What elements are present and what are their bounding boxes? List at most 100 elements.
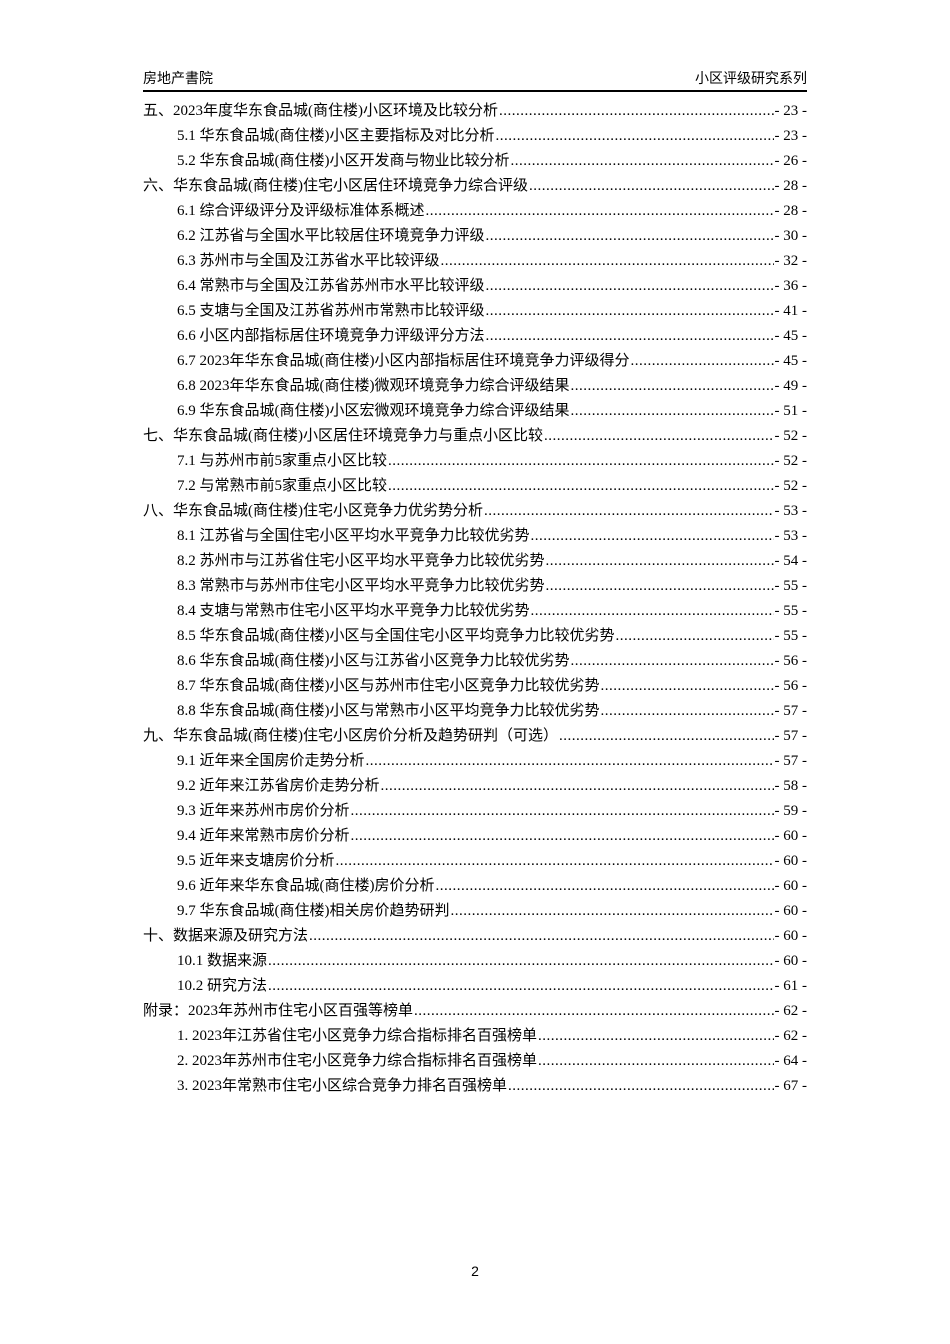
toc-entry-page: - 60 - [774,853,808,869]
toc-entry-page: - 28 - [774,178,808,194]
toc-entry-title: 10.1 数据来源 [177,953,268,969]
toc-entry[interactable]: 9.2 近年来江苏省房价走势分析 - 58 - [143,774,807,799]
toc-entry-title: 8.3 常熟市与苏州市住宅小区平均水平竞争力比较优劣势 [177,578,545,594]
dot-leader [546,549,774,574]
dot-leader [486,324,774,349]
toc-entry[interactable]: 9.5 近年来支塘房价分析 - 60 - [143,849,807,874]
toc-entry[interactable]: 10.2 研究方法 - 61 - [143,974,807,999]
toc-entry-title: 附录：2023年苏州市住宅小区百强等榜单 [143,1003,414,1019]
dot-leader [531,524,774,549]
toc-entry-title: 6.3 苏州市与全国及江苏省水平比较评级 [177,253,440,269]
toc-entry[interactable]: 十、数据来源及研究方法 - 60 - [143,924,807,949]
toc-entry-page: - 32 - [774,253,808,269]
toc-entry-page: - 36 - [774,278,808,294]
toc-entry[interactable]: 6.5 支塘与全国及江苏省苏州市常熟市比较评级 - 41 - [143,299,807,324]
toc-entry[interactable]: 8.5 华东食品城(商住楼)小区与全国住宅小区平均竞争力比较优劣势 - 55 - [143,624,807,649]
toc-entry[interactable]: 8.2 苏州市与江苏省住宅小区平均水平竞争力比较优劣势 - 54 - [143,549,807,574]
dot-leader [486,299,774,324]
toc-entry[interactable]: 1. 2023年江苏省住宅小区竞争力综合指标排名百强榜单 - 62 - [143,1024,807,1049]
toc-entry[interactable]: 6.3 苏州市与全国及江苏省水平比较评级 - 32 - [143,249,807,274]
toc-entry-page: - 41 - [774,303,808,319]
toc-entry-title: 1. 2023年江苏省住宅小区竞争力综合指标排名百强榜单 [177,1028,538,1044]
toc-entry[interactable]: 8.7 华东食品城(商住楼)小区与苏州市住宅小区竞争力比较优劣势 - 56 - [143,674,807,699]
dot-leader [616,624,774,649]
dot-leader [309,924,773,949]
toc-entry[interactable]: 6.6 小区内部指标居住环境竞争力评级评分方法 - 45 - [143,324,807,349]
toc-entry[interactable]: 9.3 近年来苏州市房价分析 - 59 - [143,799,807,824]
toc-entry[interactable]: 2. 2023年苏州市住宅小区竞争力综合指标排名百强榜单 - 64 - [143,1049,807,1074]
dot-leader [508,1074,773,1099]
toc-entry[interactable]: 8.8 华东食品城(商住楼)小区与常熟市小区平均竞争力比较优劣势 - 57 - [143,699,807,724]
toc-entry[interactable]: 附录：2023年苏州市住宅小区百强等榜单 - 62 - [143,999,807,1024]
toc-entry[interactable]: 3. 2023年常熟市住宅小区综合竞争力排名百强榜单 - 67 - [143,1074,807,1099]
toc-entry[interactable]: 5.2 华东食品城(商住楼)小区开发商与物业比较分析 - 26 - [143,149,807,174]
dot-leader [538,1024,773,1049]
dot-leader [571,649,774,674]
dot-leader [414,999,773,1024]
toc-entry-page: - 52 - [774,478,808,494]
toc-entry-page: - 60 - [774,878,808,894]
toc-entry-title: 6.1 综合评级评分及评级标准体系概述 [177,203,425,219]
toc-entry-title: 5.1 华东食品城(商住楼)小区主要指标及对比分析 [177,128,495,144]
page-number: 2 [471,1263,479,1279]
toc-entry[interactable]: 10.1 数据来源 - 60 - [143,949,807,974]
toc-entry-title: 6.2 江苏省与全国水平比较居住环境竞争力评级 [177,228,485,244]
toc-entry-page: - 30 - [774,228,808,244]
toc-entry[interactable]: 6.9 华东食品城(商住楼)小区宏微观环境竞争力综合评级结果 - 51 - [143,399,807,424]
header-publisher: 房地产書院 [143,70,213,86]
toc-entry-title: 9.5 近年来支塘房价分析 [177,853,335,869]
toc-entry[interactable]: 8.4 支塘与常熟市住宅小区平均水平竞争力比较优劣势 - 55 - [143,599,807,624]
toc-entry[interactable]: 五、2023年度华东食品城(商住楼)小区环境及比较分析 - 23 - [143,99,807,124]
toc-entry[interactable]: 5.1 华东食品城(商住楼)小区主要指标及对比分析 - 23 - [143,124,807,149]
toc-entry[interactable]: 8.1 江苏省与全国住宅小区平均水平竞争力比较优劣势 - 53 - [143,524,807,549]
toc-entry-title: 五、2023年度华东食品城(商住楼)小区环境及比较分析 [143,103,498,119]
dot-leader [499,99,774,124]
toc-entry-title: 6.8 2023年华东食品城(商住楼)微观环境竞争力综合评级结果 [177,378,570,394]
toc-entry[interactable]: 6.1 综合评级评分及评级标准体系概述 - 28 - [143,199,807,224]
toc-entry[interactable]: 6.8 2023年华东食品城(商住楼)微观环境竞争力综合评级结果 - 49 - [143,374,807,399]
toc-entry-title: 8.7 华东食品城(商住楼)小区与苏州市住宅小区竞争力比较优劣势 [177,678,600,694]
toc-entry-title: 六、华东食品城(商住楼)住宅小区居住环境竞争力综合评级 [143,178,528,194]
toc-entry-page: - 59 - [774,803,808,819]
toc-entry[interactable]: 8.3 常熟市与苏州市住宅小区平均水平竞争力比较优劣势 - 55 - [143,574,807,599]
toc-entry-title: 6.6 小区内部指标居住环境竞争力评级评分方法 [177,328,485,344]
dot-leader [538,1049,773,1074]
toc-entry[interactable]: 9.6 近年来华东食品城(商住楼)房价分析 - 60 - [143,874,807,899]
toc-entry-page: - 60 - [774,953,808,969]
dot-leader [426,199,774,224]
toc-entry[interactable]: 七、华东食品城(商住楼)小区居住环境竞争力与重点小区比较 - 52 - [143,424,807,449]
toc-entry[interactable]: 7.2 与常熟市前5家重点小区比较 - 52 - [143,474,807,499]
toc-entry[interactable]: 9.1 近年来全国房价走势分析 - 57 - [143,749,807,774]
toc-entry-title: 6.9 华东食品城(商住楼)小区宏微观环境竞争力综合评级结果 [177,403,570,419]
dot-leader [511,149,774,174]
toc-entry-title: 7.2 与常熟市前5家重点小区比较 [177,478,388,494]
toc-entry[interactable]: 6.7 2023年华东食品城(商住楼)小区内部指标居住环境竞争力评级得分 - 45… [143,349,807,374]
toc-entry-page: - 55 - [774,603,808,619]
dot-leader [544,424,774,449]
toc-entry-page: - 64 - [774,1053,808,1069]
toc-entry-page: - 53 - [774,528,808,544]
toc-entry-page: - 45 - [774,353,808,369]
toc-entry[interactable]: 六、华东食品城(商住楼)住宅小区居住环境竞争力综合评级 - 28 - [143,174,807,199]
toc-entry[interactable]: 8.6 华东食品城(商住楼)小区与江苏省小区竞争力比较优劣势 - 56 - [143,649,807,674]
toc-entry-title: 6.7 2023年华东食品城(商住楼)小区内部指标居住环境竞争力评级得分 [177,353,630,369]
toc-entry-page: - 55 - [774,578,808,594]
toc-entry-page: - 60 - [774,828,808,844]
toc-entry[interactable]: 9.4 近年来常熟市房价分析 - 60 - [143,824,807,849]
toc-entry-page: - 56 - [774,653,808,669]
table-of-contents: 五、2023年度华东食品城(商住楼)小区环境及比较分析- 23 -5.1 华东食… [143,99,807,1099]
toc-entry-page: - 52 - [774,453,808,469]
toc-entry[interactable]: 八、华东食品城(商住楼)住宅小区竞争力优劣势分析 - 53 - [143,499,807,524]
toc-entry[interactable]: 6.2 江苏省与全国水平比较居住环境竞争力评级 - 30 - [143,224,807,249]
toc-entry[interactable]: 九、华东食品城(商住楼)住宅小区房价分析及趋势研判（可选） - 57 - [143,724,807,749]
dot-leader [559,724,774,749]
toc-entry-page: - 62 - [774,1003,808,1019]
toc-entry-title: 6.4 常熟市与全国及江苏省苏州市水平比较评级 [177,278,485,294]
dot-leader [436,874,774,899]
dot-leader [486,274,774,299]
toc-entry[interactable]: 9.7 华东食品城(商住楼)相关房价趋势研判 - 60 - [143,899,807,924]
toc-entry-page: - 60 - [774,903,808,919]
dot-leader [268,949,773,974]
toc-entry[interactable]: 7.1 与苏州市前5家重点小区比较 - 52 - [143,449,807,474]
toc-entry[interactable]: 6.4 常熟市与全国及江苏省苏州市水平比较评级 - 36 - [143,274,807,299]
